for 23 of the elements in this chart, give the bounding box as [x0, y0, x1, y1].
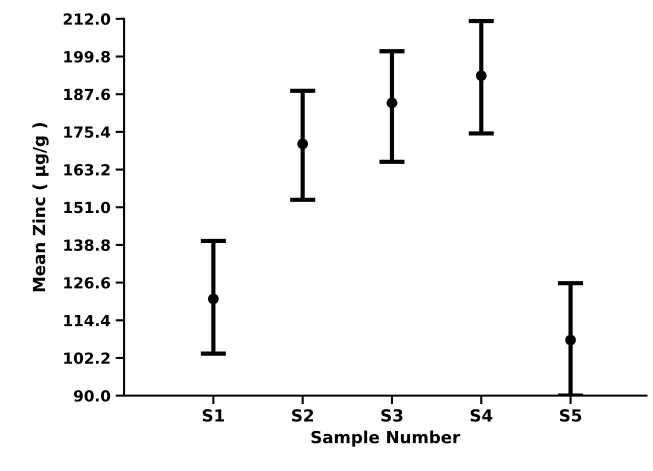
x-tick-label: S2: [292, 409, 314, 422]
y-tick-label: 199.8: [64, 50, 110, 63]
y-tick-label: 138.8: [64, 239, 110, 251]
y-axis-title: Mean Zinc ( μg/g ): [32, 123, 49, 292]
x-tick-label: S4: [470, 409, 492, 422]
x-tick-label: S1: [202, 409, 224, 422]
y-tick-label: 126.6: [64, 277, 110, 289]
point: [476, 70, 487, 82]
x-axis-title: Sample Number: [311, 430, 460, 447]
y-tick-label: 163.2: [64, 164, 110, 176]
y-tick-label: 151.0: [64, 202, 110, 214]
point: [386, 97, 398, 108]
point: [208, 294, 219, 304]
y-tick-label: 212.0: [64, 13, 110, 25]
y-tick-label: 114.4: [64, 314, 110, 326]
x-tick-label: S3: [381, 409, 402, 422]
y-tick-label: 102.2: [64, 352, 110, 364]
y-tick-label: 187.6: [64, 88, 110, 100]
point: [297, 138, 308, 150]
point: [565, 334, 576, 346]
x-tick-label: S5: [560, 409, 582, 422]
y-tick-label: 175.4: [64, 126, 110, 138]
y-tick-label: 90.0: [74, 390, 110, 402]
